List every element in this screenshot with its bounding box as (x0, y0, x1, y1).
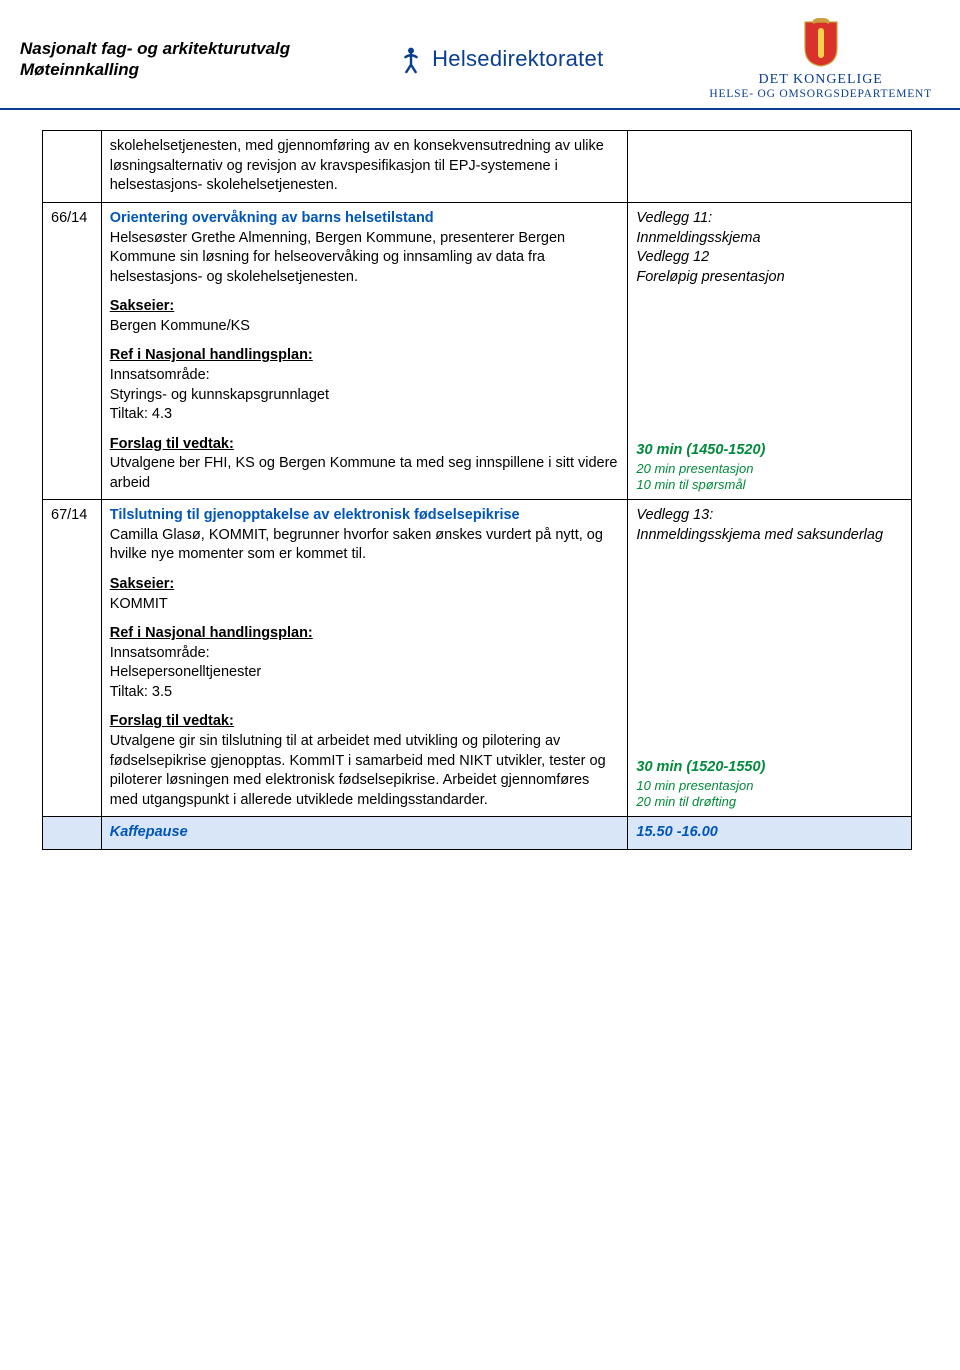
agenda-id (43, 131, 102, 203)
attachment-note: Innmeldingsskjema (636, 229, 903, 249)
agenda-section-heading: Ref i Nasjonal handlingsplan: (110, 624, 620, 644)
attachment-note: Vedlegg 12 (636, 248, 903, 268)
agenda-text: Utvalgene ber FHI, KS og Bergen Kommune … (110, 455, 618, 491)
department-block: DET KONGELIGE HELSE- OG OMSORGSDEPARTEME… (709, 18, 932, 100)
attachment-note: Vedlegg 13: (636, 506, 903, 526)
attachment-note: Vedlegg 11: (636, 209, 903, 229)
agenda-text: Helsepersonelltjenester (110, 664, 262, 680)
agenda-item-title: Orientering overvåkning av barns helseti… (110, 210, 434, 226)
agenda-text: Innsatsområde: (110, 367, 210, 383)
content-area: skolehelsetjenesten, med gjennomføring a… (0, 110, 960, 850)
agenda-section-heading: Ref i Nasjonal handlingsplan: (110, 346, 620, 366)
agenda-text: Camilla Glasø, KOMMIT, begrunner hvorfor… (110, 527, 603, 563)
crest-icon (799, 18, 843, 68)
agenda-section-heading: Forslag til vedtak: (110, 435, 620, 455)
agenda-text: KOMMIT (110, 596, 168, 612)
agenda-text: Bergen Kommune/KS (110, 318, 250, 334)
agenda-id: 66/14 (43, 203, 102, 500)
break-row: Kaffepause15.50 -16.00 (43, 817, 912, 850)
agenda-id: 67/14 (43, 500, 102, 817)
agenda-text: skolehelsetjenesten, med gjennomføring a… (110, 138, 604, 193)
agenda-side: Vedlegg 13:Innmeldingsskjema med saksund… (628, 500, 912, 817)
agenda-text: Utvalgene gir sin tilslutning til at arb… (110, 733, 606, 808)
agenda-side (628, 131, 912, 203)
agenda-description: Orientering overvåkning av barns helseti… (101, 203, 628, 500)
time-breakdown: 20 min presentasjon (636, 461, 903, 477)
agenda-side: Vedlegg 11:InnmeldingsskjemaVedlegg 12Fo… (628, 203, 912, 500)
hd-figure-icon (396, 44, 426, 74)
agenda-text: Tiltak: 4.3 (110, 406, 172, 422)
time-breakdown: 20 min til drøfting (636, 794, 903, 810)
agenda-description: Tilslutning til gjenopptakelse av elektr… (101, 500, 628, 817)
dept-line1: DET KONGELIGE (709, 72, 932, 88)
header-title-line1: Nasjonalt fag- og arkitekturutvalg (20, 38, 290, 59)
attachment-note: Foreløpig presentasjon (636, 268, 903, 288)
table-row: skolehelsetjenesten, med gjennomføring a… (43, 131, 912, 203)
agenda-text: Tiltak: 3.5 (110, 684, 172, 700)
table-row: 66/14 Orientering overvåkning av barns he… (43, 203, 912, 500)
agenda-table: skolehelsetjenesten, med gjennomføring a… (42, 130, 912, 850)
table-row: 67/14 Tilslutning til gjenopptakelse av e… (43, 500, 912, 817)
header-title: Nasjonalt fag- og arkitekturutvalg Møtei… (20, 38, 290, 81)
time-allocation: 30 min (1450-1520) (636, 441, 903, 461)
agenda-description: skolehelsetjenesten, med gjennomføring a… (101, 131, 628, 203)
agenda-section-heading: Sakseier: (110, 575, 620, 595)
helsedirektoratet-text: Helsedirektoratet (432, 46, 603, 72)
agenda-section-heading: Sakseier: (110, 297, 620, 317)
time-breakdown: 10 min presentasjon (636, 778, 903, 794)
header-title-line2: Møteinnkalling (20, 59, 290, 80)
attachment-note: Innmeldingsskjema med saksunderlag (636, 526, 903, 546)
time-breakdown: 10 min til spørsmål (636, 477, 903, 493)
agenda-text: Innsatsområde: (110, 645, 210, 661)
page-header: Nasjonalt fag- og arkitekturutvalg Møtei… (0, 0, 960, 110)
break-id (43, 817, 102, 850)
break-label: Kaffepause (101, 817, 628, 850)
time-allocation: 30 min (1520-1550) (636, 758, 903, 778)
agenda-section-heading: Forslag til vedtak: (110, 712, 620, 732)
agenda-text: Helsesøster Grethe Almenning, Bergen Kom… (110, 230, 565, 285)
agenda-text: Styrings- og kunnskapsgrunnlaget (110, 387, 329, 403)
dept-line2: HELSE- OG OMSORGSDEPARTEMENT (709, 88, 932, 100)
break-time: 15.50 -16.00 (628, 817, 912, 850)
helsedirektoratet-logo: Helsedirektoratet (396, 44, 603, 74)
agenda-item-title: Tilslutning til gjenopptakelse av elektr… (110, 507, 520, 523)
